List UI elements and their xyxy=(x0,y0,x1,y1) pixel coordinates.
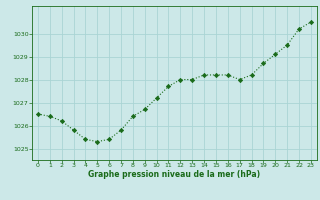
X-axis label: Graphe pression niveau de la mer (hPa): Graphe pression niveau de la mer (hPa) xyxy=(88,170,260,179)
